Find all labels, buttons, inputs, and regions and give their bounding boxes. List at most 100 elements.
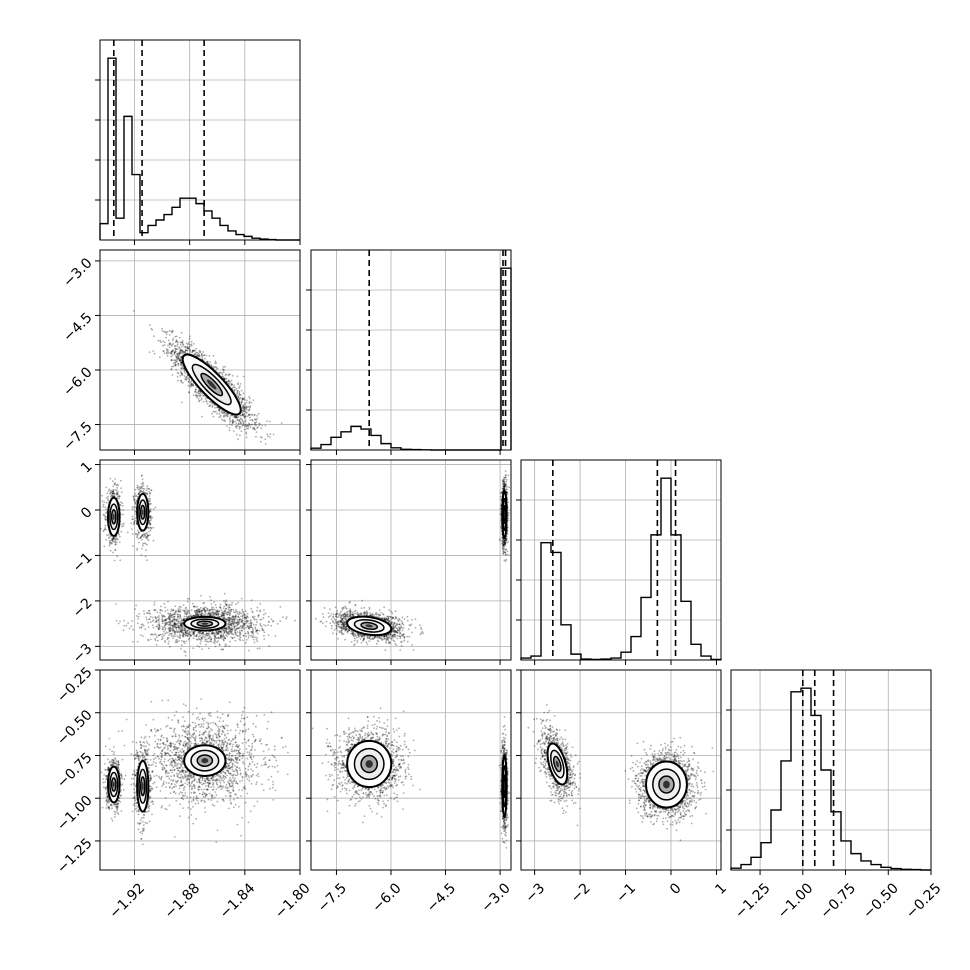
sample-point [196,353,199,356]
sample-point [247,625,249,628]
sample-point [221,636,224,638]
sample-point [248,409,251,412]
sample-point [239,422,242,424]
sample-point [173,620,176,623]
sample-point [173,631,176,633]
sample-point [230,627,233,629]
sample-point [237,626,240,629]
sample-point [178,359,181,362]
sample-point [228,620,231,622]
sample-point [215,366,218,369]
sample-point [223,411,226,414]
sample-point [245,431,248,434]
sample-point [139,536,142,539]
sample-point [140,487,143,490]
sample-point [175,641,178,644]
sample-point [123,619,125,622]
sample-point [194,390,196,393]
sample-point [270,618,273,621]
sample-point [236,389,239,392]
sample-point [179,613,182,616]
sample-point [202,351,205,353]
sample-point [246,612,249,615]
sample-point [179,359,182,362]
sample-point [164,618,167,620]
sample-point [209,404,212,406]
sample-point [176,353,179,355]
sample-point [141,535,144,537]
sample-point [222,612,224,615]
sample-point [248,422,250,425]
sample-point [116,491,118,494]
sample-point [210,640,212,643]
sample-point [114,488,117,491]
sample-point [241,419,244,422]
sample-point [229,624,232,627]
sample-point [181,363,183,366]
sample-point [161,616,164,619]
sample-point [116,486,119,489]
sample-point [183,627,186,630]
sample-point [251,636,254,638]
sample-point [233,621,236,624]
sample-point [172,625,174,628]
sample-point [148,521,150,524]
sample-point [242,422,245,424]
sample-point [242,405,244,408]
sample-point [161,637,164,640]
sample-point [161,622,164,625]
sample-point [244,407,247,410]
sample-point [248,396,251,398]
sample-point [104,527,107,529]
sample-point [178,358,180,361]
sample-point [139,491,142,493]
sample-point [214,362,216,364]
sample-point [229,627,232,630]
sample-point [164,620,167,622]
sample-point [239,426,242,429]
sample-point [218,408,221,411]
sample-point [230,384,232,387]
sample-point [259,622,262,625]
sample-point [181,341,184,344]
sample-point [206,634,209,637]
sample-point [149,638,152,641]
sample-point [119,479,122,482]
sample-point [187,391,190,393]
histogram-panel-3: −1.25 −1.00 −0.75 −0.50 −0.25 [726,669,945,922]
sample-point [246,405,249,408]
sample-point [202,632,205,635]
sample-point [188,391,191,394]
sample-point [223,411,226,414]
sample-point [177,355,180,358]
sample-point [216,631,219,634]
sample-point [216,610,219,613]
sample-point [153,609,155,612]
sample-point [174,625,176,628]
sample-point [113,492,115,495]
sample-point [120,501,122,503]
sample-point [268,645,271,648]
sample-point [149,500,152,502]
sample-point [118,533,120,536]
sample-point [238,622,241,625]
sample-point [240,597,243,600]
sample-point [218,637,220,640]
sample-point [175,339,178,341]
sample-point [225,627,228,630]
sample-point [238,423,240,426]
sample-point [197,355,200,357]
sample-point [181,627,184,630]
sample-point [250,630,253,633]
sample-point [142,635,144,637]
sample-point [168,621,171,623]
sample-point [236,612,239,615]
sample-point [156,611,159,614]
sample-point [238,422,240,425]
sample-point [240,627,243,630]
sample-point [177,362,180,365]
sample-point [198,349,201,352]
sample-point [107,537,110,540]
sample-point [232,430,235,433]
sample-point [171,624,174,627]
